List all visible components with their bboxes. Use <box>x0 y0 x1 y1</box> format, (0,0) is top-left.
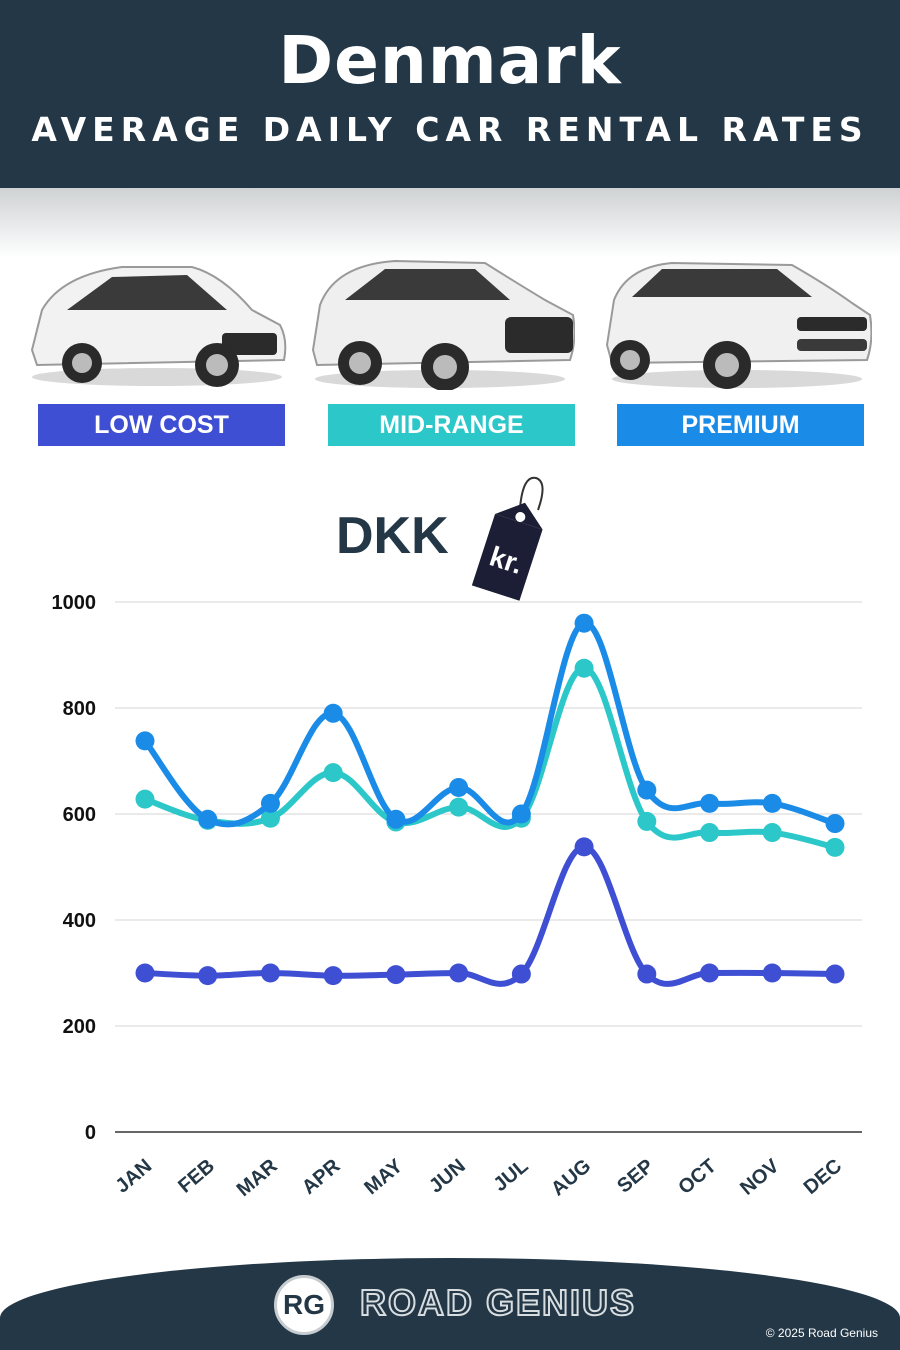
x-tick-label: APR <box>298 1155 345 1199</box>
price-tag-icon: kr. <box>471 476 544 601</box>
x-tick-label: OCT <box>674 1155 720 1199</box>
data-point <box>637 964 657 984</box>
data-point <box>449 797 469 817</box>
footer-banner <box>0 1258 900 1350</box>
header-banner: Denmark AVERAGE DAILY CAR RENTAL RATES <box>0 0 900 188</box>
data-point <box>260 793 280 813</box>
x-tick-label: JUL <box>489 1155 532 1196</box>
logo-initials: RG <box>283 1289 325 1320</box>
y-tick-label: 0 <box>85 1122 96 1144</box>
data-point <box>260 808 280 828</box>
x-tick-label: FEB <box>174 1155 219 1198</box>
y-tick-label: 1000 <box>52 592 97 614</box>
data-point <box>637 811 657 831</box>
data-point <box>449 963 469 983</box>
data-point <box>574 658 594 678</box>
x-tick-label: JUN <box>425 1155 470 1198</box>
data-point <box>762 793 782 813</box>
data-point <box>637 780 657 800</box>
data-point <box>323 703 343 723</box>
currency-code: DKK <box>336 507 449 565</box>
data-point <box>198 966 218 986</box>
data-point <box>386 809 406 829</box>
brand-name: ROAD GENIUS <box>359 1281 637 1324</box>
data-point <box>511 964 531 984</box>
line-chart: 0 200 400 600 800 1000 JAN FEB MAR APR MAY JUN JUL AU… <box>52 592 862 1201</box>
low-cost-badge: LOW COST <box>38 404 285 446</box>
data-point <box>825 814 845 834</box>
x-tick-label: SEP <box>613 1155 658 1198</box>
premium-car-image <box>605 261 872 389</box>
data-point <box>762 823 782 843</box>
header-shadow <box>0 188 900 258</box>
copyright-text: © 2025 Road Genius <box>765 1326 878 1340</box>
data-point <box>135 731 155 751</box>
data-point <box>700 963 720 983</box>
x-tick-label: DEC <box>800 1155 846 1199</box>
data-point <box>574 837 594 857</box>
y-tick-label: 800 <box>63 698 96 720</box>
premium-badge: PREMIUM <box>617 404 864 446</box>
data-point <box>135 789 155 809</box>
page-title: Denmark <box>278 22 622 99</box>
road-genius-logo: RG <box>274 1275 334 1335</box>
mid-range-badge: MID-RANGE <box>328 404 575 446</box>
data-point <box>762 963 782 983</box>
data-point <box>825 837 845 857</box>
x-tick-label: NOV <box>736 1155 784 1200</box>
y-tick-label: 400 <box>63 910 96 932</box>
series-line <box>142 620 838 828</box>
x-tick-label: AUG <box>547 1155 595 1200</box>
data-point <box>700 823 720 843</box>
x-tick-label: MAR <box>233 1155 282 1201</box>
data-point <box>825 964 845 984</box>
series-line <box>142 843 838 987</box>
data-point <box>449 778 469 797</box>
data-point <box>323 966 343 986</box>
data-point <box>135 963 155 983</box>
data-point <box>260 963 280 983</box>
data-point <box>323 763 343 783</box>
low-cost-car-image <box>30 266 287 387</box>
y-tick-label: 600 <box>63 804 96 826</box>
page-subtitle: AVERAGE DAILY CAR RENTAL RATES <box>31 110 869 149</box>
x-tick-label: JAN <box>111 1155 156 1198</box>
x-tick-label: MAY <box>360 1155 407 1200</box>
data-point <box>198 809 218 829</box>
data-point <box>386 965 406 985</box>
data-point <box>700 793 720 813</box>
y-tick-label: 200 <box>63 1016 96 1038</box>
mid-range-car-image <box>311 259 575 390</box>
data-point <box>574 613 594 633</box>
data-point <box>511 804 531 824</box>
